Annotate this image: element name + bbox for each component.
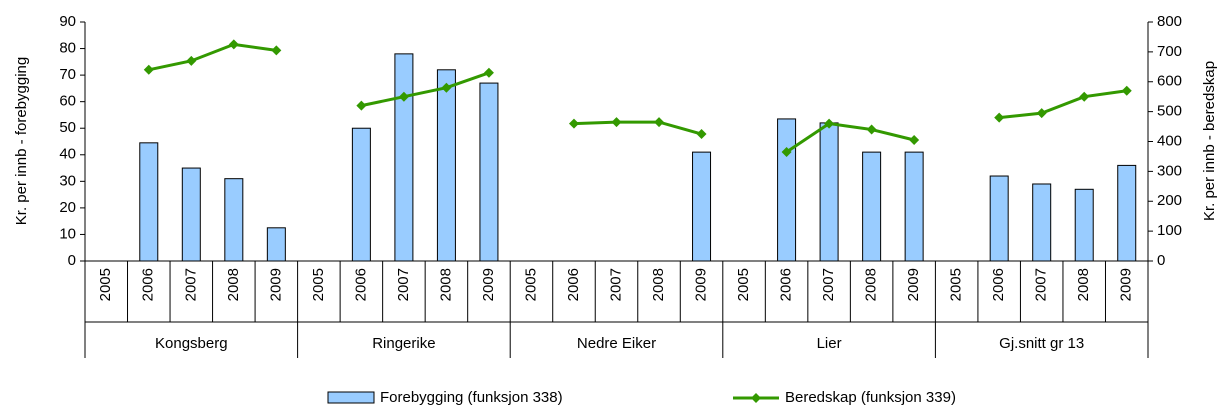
x-tick-label: 2009 <box>693 268 710 301</box>
bar <box>181 167 201 262</box>
x-tick-label: 2006 <box>990 268 1007 301</box>
marker <box>909 135 920 146</box>
x-tick-label: 2008 <box>863 268 880 301</box>
x-tick-label: 2006 <box>140 268 157 301</box>
y-tick-label: 30 <box>59 172 76 189</box>
marker <box>398 91 409 102</box>
x-tick-label: 2008 <box>225 268 242 301</box>
y-tick-label: 20 <box>59 199 76 216</box>
marker <box>441 82 452 93</box>
x-tick-label: 2005 <box>310 268 327 301</box>
bar <box>1117 164 1137 262</box>
bar <box>819 122 839 262</box>
line <box>148 42 1127 154</box>
y-tick-label: 10 <box>59 225 76 242</box>
marker <box>356 100 367 111</box>
x-tick-label: 2009 <box>1118 268 1135 301</box>
x-tick-label: 2006 <box>352 268 369 301</box>
y-tick-label: 90 <box>59 13 76 30</box>
x-tick-label: 2009 <box>267 268 284 301</box>
group-label: Lier <box>817 335 842 352</box>
bar <box>224 178 244 262</box>
x-tick-label: 2007 <box>607 268 624 301</box>
x-tick-label: 2006 <box>565 268 582 301</box>
marker <box>1121 85 1132 96</box>
y-tick-label: 70 <box>59 66 76 83</box>
bar <box>777 118 797 262</box>
y2-axis-label: Kr. per innb - beredskap <box>1201 61 1218 221</box>
y-axis-label: Kr. per innb - forebygging <box>13 57 30 225</box>
marker <box>654 117 665 128</box>
x-tick-label: 2009 <box>905 268 922 301</box>
bar <box>862 151 882 262</box>
legend-marker <box>751 393 761 403</box>
bar <box>989 175 1009 262</box>
marker <box>696 129 707 140</box>
y2-tick-label: 100 <box>1157 222 1182 239</box>
y2-tick-label: 800 <box>1157 13 1182 30</box>
x-tick-label: 2007 <box>1033 268 1050 301</box>
bar <box>479 82 499 262</box>
y-tick-label: 60 <box>59 93 76 110</box>
y2-tick-label: 400 <box>1157 132 1182 149</box>
group-label: Ringerike <box>372 335 435 352</box>
marker <box>866 124 877 135</box>
x-tick-label: 2007 <box>395 268 412 301</box>
marker <box>1079 91 1090 102</box>
legend-swatch <box>327 391 375 404</box>
x-tick-label: 2006 <box>778 268 795 301</box>
y2-tick-label: 700 <box>1157 43 1182 60</box>
y2-tick-label: 0 <box>1157 252 1165 269</box>
y-tick-label: 80 <box>59 40 76 57</box>
bar <box>266 227 286 262</box>
marker <box>228 39 239 50</box>
x-tick-label: 2007 <box>182 268 199 301</box>
bar <box>351 127 371 262</box>
y2-tick-label: 300 <box>1157 162 1182 179</box>
y-tick-label: 40 <box>59 146 76 163</box>
marker <box>781 146 792 157</box>
marker <box>1036 108 1047 119</box>
marker <box>186 55 197 66</box>
group-label: Kongsberg <box>155 335 228 352</box>
group-label: Nedre Eiker <box>577 335 656 352</box>
marker <box>143 64 154 75</box>
x-tick-label: 2005 <box>97 268 114 301</box>
legend-label: Beredskap (funksjon 339) <box>785 389 956 406</box>
legend-label: Forebygging (funksjon 338) <box>380 389 563 406</box>
x-tick-label: 2008 <box>650 268 667 301</box>
y2-tick-label: 500 <box>1157 103 1182 120</box>
y2-tick-label: 600 <box>1157 73 1182 90</box>
bar <box>1074 188 1094 262</box>
marker <box>483 67 494 78</box>
y2-tick-label: 200 <box>1157 192 1182 209</box>
bar <box>394 53 414 262</box>
x-tick-label: 2007 <box>820 268 837 301</box>
x-tick-label: 2005 <box>522 268 539 301</box>
y-tick-label: 0 <box>68 252 76 269</box>
x-tick-label: 2009 <box>480 268 497 301</box>
marker <box>568 118 579 129</box>
x-tick-label: 2008 <box>437 268 454 301</box>
marker <box>611 117 622 128</box>
x-tick-label: 2005 <box>735 268 752 301</box>
bar <box>1032 183 1052 262</box>
x-tick-label: 2005 <box>948 268 965 301</box>
bar <box>436 69 456 262</box>
marker <box>271 45 282 56</box>
group-label: Gj.snitt gr 13 <box>999 335 1084 352</box>
x-tick-label: 2008 <box>1075 268 1092 301</box>
marker <box>824 118 835 129</box>
marker <box>994 112 1005 123</box>
bar <box>139 142 159 262</box>
bar <box>904 151 924 262</box>
bar <box>692 151 712 262</box>
y-tick-label: 50 <box>59 119 76 136</box>
